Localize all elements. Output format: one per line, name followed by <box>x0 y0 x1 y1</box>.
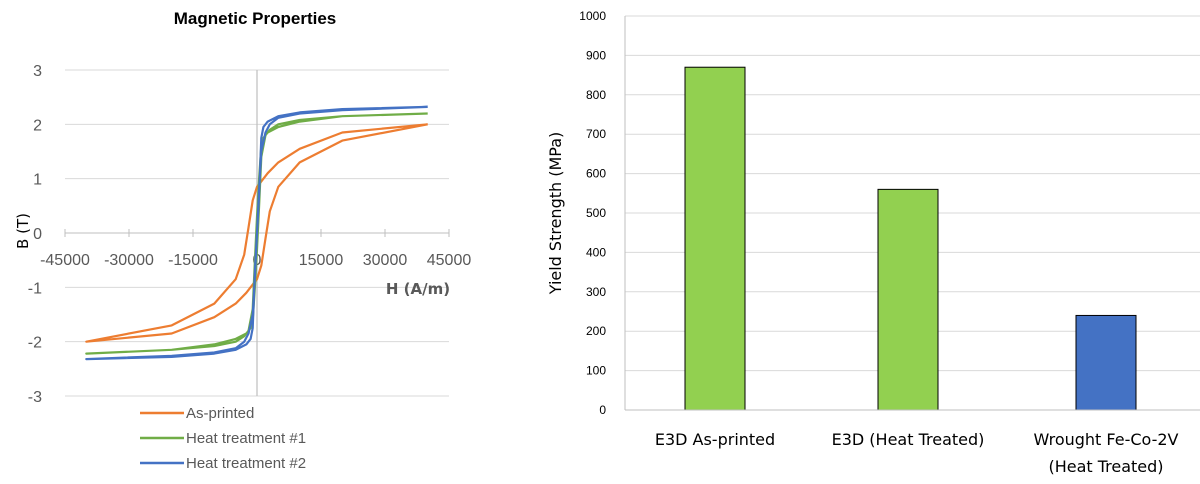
y-tick-label: 100 <box>586 364 606 378</box>
y-tick-label: 600 <box>586 167 606 181</box>
category-label: Wrought Fe-Co-2V <box>1033 430 1178 449</box>
y-tick-label: 200 <box>586 324 606 338</box>
y-tick-label: 300 <box>586 285 606 299</box>
y-tick-label: 1000 <box>579 9 606 23</box>
x-axis-label: H (A/m) <box>386 280 450 298</box>
category-labels: E3D As-printed E3D (Heat Treated) Wrought … <box>655 430 1179 476</box>
y-tick-label: 800 <box>586 88 606 102</box>
y-axis-label: B (T) <box>14 213 32 249</box>
series-lines <box>85 105 428 361</box>
x-tick-label: -45000 <box>40 252 90 269</box>
magnetic-properties-chart: Magnetic Properties 3 2 1 0 -1 -2 -3 -45000 -30… <box>14 9 471 472</box>
legend-label: As-printed <box>186 405 254 422</box>
y-tick-labels: 0 100 200 300 400 500 600 700 800 900 1000 <box>579 9 606 417</box>
legend-label: Heat treatment #1 <box>186 430 306 447</box>
y-tick-label: -3 <box>28 389 42 406</box>
x-tick-label: -15000 <box>168 252 218 269</box>
category-label-line2: (Heat Treated) <box>1048 457 1163 476</box>
x-tick-label: -30000 <box>104 252 154 269</box>
x-tick-label: 15000 <box>299 252 344 269</box>
series-line-3 <box>85 105 428 361</box>
x-tick-labels: -45000 -30000 -15000 0 15000 30000 45000 <box>40 252 471 269</box>
y-tick-label: 0 <box>599 403 606 417</box>
legend: As-printed Heat treatment #1 Heat treatmen… <box>140 405 306 472</box>
chart-title: Magnetic Properties <box>174 9 337 28</box>
bar <box>684 66 746 411</box>
y-tick-label: 2 <box>33 117 42 134</box>
y-tick-label: 700 <box>586 127 606 141</box>
y-tick-label: 400 <box>586 245 606 259</box>
y-tick-labels: 3 2 1 0 -1 -2 -3 <box>28 63 42 406</box>
series-line-1 <box>85 123 428 343</box>
x-tick-label: 30000 <box>363 252 408 269</box>
bar <box>877 188 939 411</box>
y-axis-label: Yield Strength (MPa) <box>546 132 565 296</box>
legend-label: Heat treatment #2 <box>186 455 306 472</box>
x-tick-label: 45000 <box>427 252 472 269</box>
category-label: E3D As-printed <box>655 430 775 449</box>
yield-strength-chart: 0 100 200 300 400 500 600 700 800 900 1000 E3D As-… <box>546 9 1200 476</box>
y-tick-label: 900 <box>586 48 606 62</box>
bars <box>684 66 1137 411</box>
y-tick-label: -2 <box>28 335 42 352</box>
category-label: E3D (Heat Treated) <box>832 430 985 449</box>
y-tick-label: 500 <box>586 206 606 220</box>
y-tick-label: -1 <box>28 280 42 297</box>
y-tick-label: 3 <box>33 63 42 80</box>
bar <box>1075 314 1137 411</box>
y-tick-label: 1 <box>33 172 42 189</box>
y-tick-label: 0 <box>33 226 42 243</box>
axes <box>624 16 1200 411</box>
